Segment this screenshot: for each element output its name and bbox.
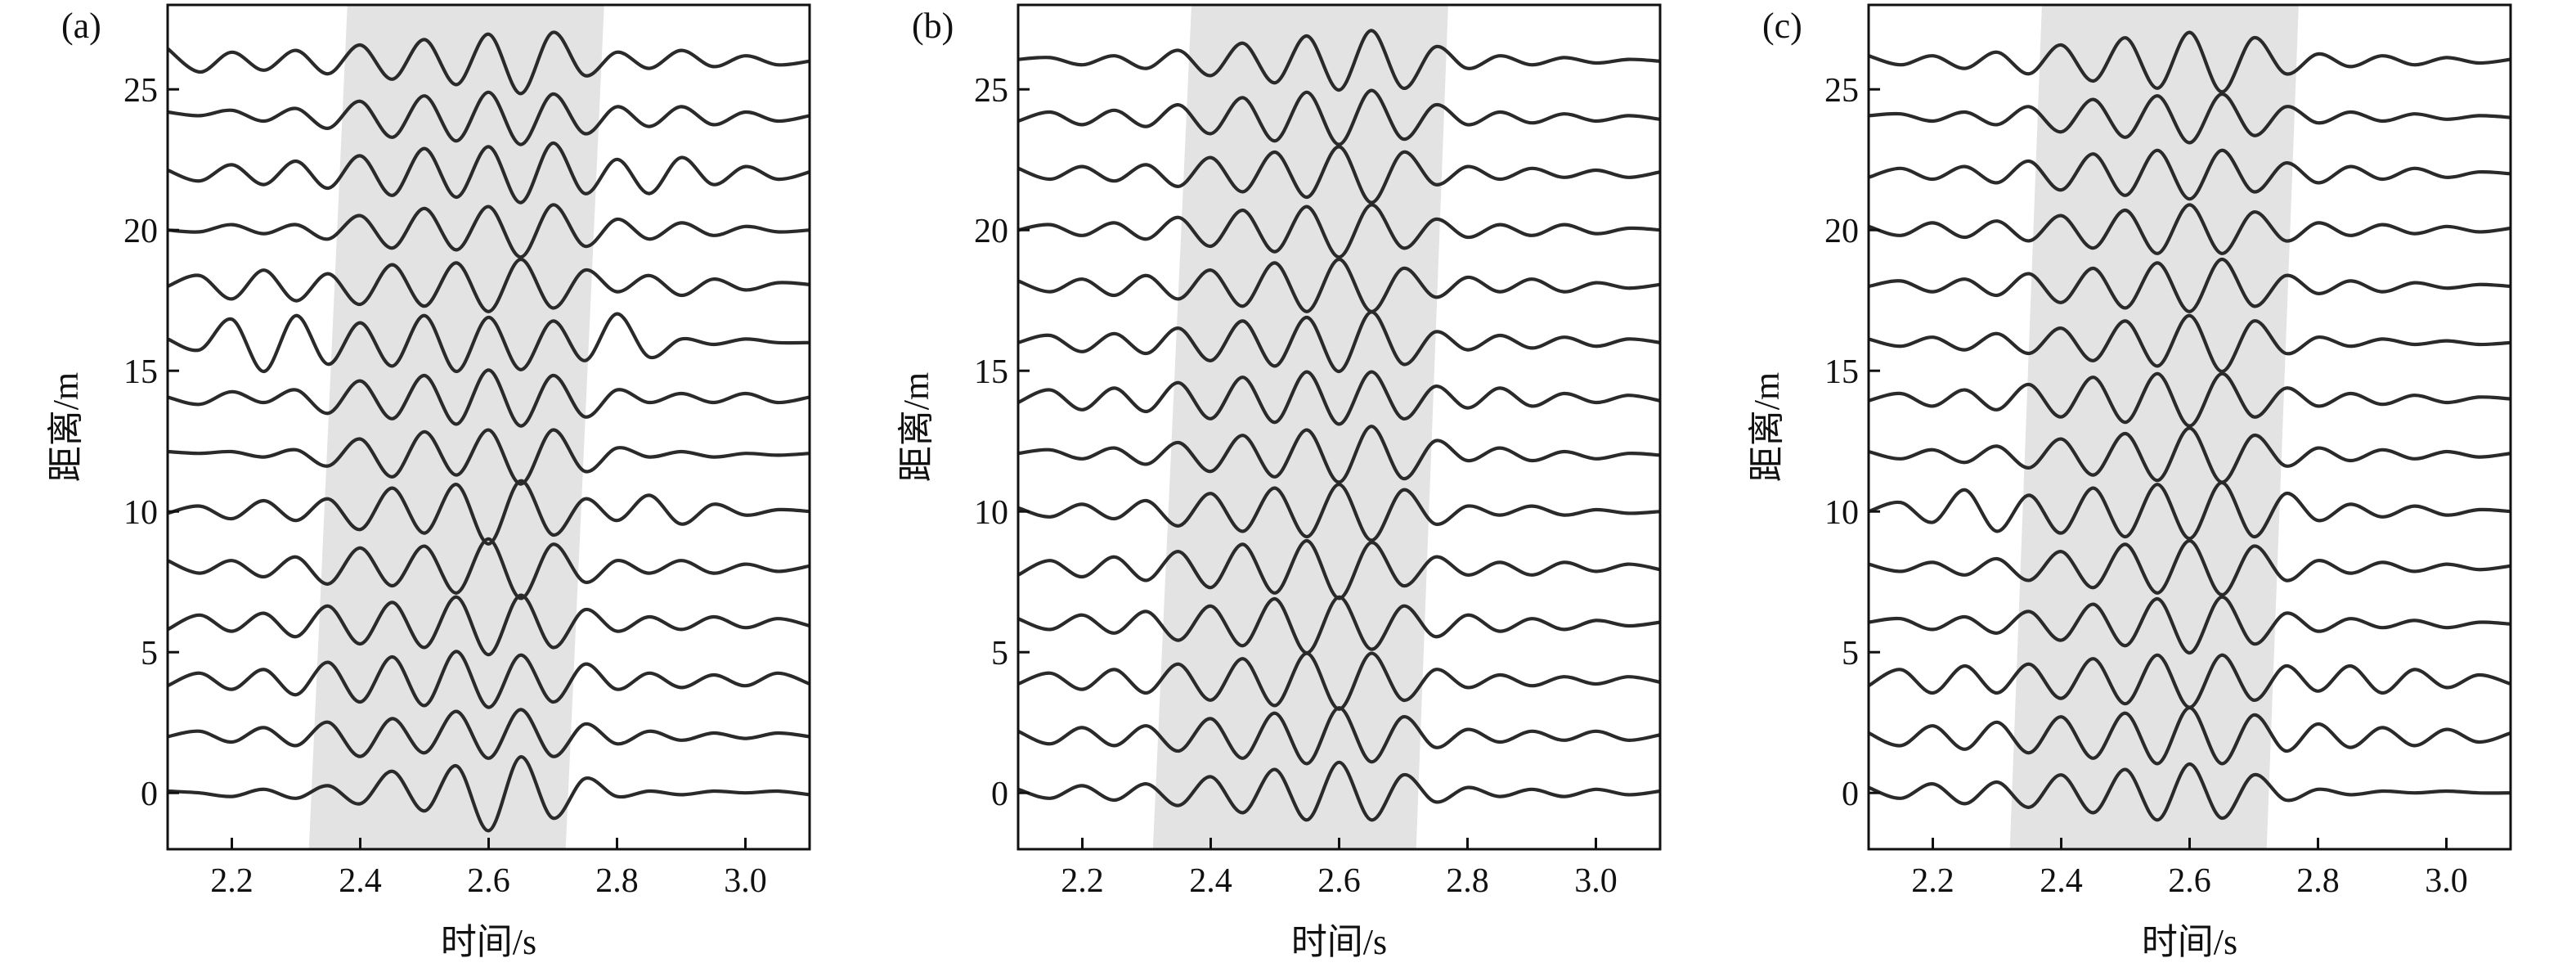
shaded-window: [1152, 5, 1448, 849]
trace-line: [1869, 426, 2511, 484]
x-tick-label: 2.2: [210, 862, 254, 900]
trace-line: [1018, 651, 1660, 711]
x-axis-label: 时间/s: [1291, 922, 1387, 962]
y-axis-label: 距离/m: [46, 372, 86, 482]
x-tick-label: 3.0: [724, 862, 767, 900]
y-tick-label: 10: [1824, 494, 1859, 532]
trace-line: [168, 593, 810, 657]
panel-label: (c): [1762, 6, 1802, 46]
trace-line: [1869, 203, 2511, 255]
y-tick-label: 10: [974, 494, 1008, 532]
y-tick-label: 5: [141, 635, 158, 672]
trace-line: [1018, 88, 1660, 146]
y-tick-label: 0: [141, 776, 158, 813]
x-tick-label: 2.8: [595, 862, 639, 900]
y-tick-label: 0: [1842, 776, 1859, 813]
plot-area: [1869, 5, 2511, 849]
chart-panel: 2.2 2.4 2.6 2.8 3.0 0 5 10 15 20 25 时间/s 距离/m (b): [896, 3, 1662, 962]
trace-line: [1869, 653, 2511, 709]
trace-line: [1869, 595, 2511, 655]
plot-area: [1018, 5, 1660, 849]
x-axis-label: 时间/s: [2142, 922, 2237, 962]
trace-line: [1018, 310, 1660, 374]
y-tick-label: 25: [1824, 72, 1859, 110]
trace-line: [1869, 480, 2511, 541]
trace-line: [1018, 203, 1660, 259]
trace-line: [1869, 762, 2511, 822]
y-tick-label: 15: [1824, 353, 1859, 391]
x-tick-label: 2.6: [467, 862, 510, 900]
shaded-window: [308, 5, 604, 849]
plot-area: [168, 5, 810, 849]
trace-line: [1869, 538, 2511, 597]
trace-line: [168, 203, 810, 259]
x-tick-label: 2.4: [2040, 862, 2083, 900]
trace-line: [1018, 483, 1660, 542]
x-tick-label: 2.6: [1317, 862, 1361, 900]
x-tick-label: 2.4: [339, 862, 382, 900]
y-tick-label: 20: [974, 213, 1008, 250]
trace-line: [1869, 313, 2511, 374]
trace-line: [168, 537, 810, 600]
y-tick-label: 15: [123, 353, 158, 391]
y-tick-label: 25: [123, 72, 158, 110]
trace-line: [168, 755, 810, 833]
trace-line: [168, 708, 810, 760]
trace-line: [1869, 706, 2511, 766]
trace-line: [1869, 257, 2511, 313]
y-tick-label: 25: [974, 72, 1008, 110]
y-tick-label: 0: [991, 776, 1008, 813]
trace-line: [1018, 29, 1660, 92]
panel-label: (a): [61, 6, 101, 46]
y-axis-label: 距离/m: [1747, 372, 1787, 482]
trace-line: [168, 650, 810, 709]
trace-line: [1018, 425, 1660, 484]
x-tick-label: 2.2: [1911, 862, 1954, 900]
x-tick-label: 2.6: [2168, 862, 2211, 900]
trace-line: [168, 257, 810, 313]
trace-line: [168, 368, 810, 428]
y-tick-label: 20: [123, 213, 158, 250]
chart-panel: 2.2 2.4 2.6 2.8 3.0 0 5 10 15 20 25 时间/s 距离/m (a): [46, 3, 811, 962]
x-tick-label: 2.8: [2296, 862, 2340, 900]
y-tick-label: 20: [1824, 213, 1859, 250]
trace-line: [1018, 760, 1660, 822]
trace-line: [1018, 145, 1660, 205]
trace-line: [168, 90, 810, 146]
trace-line: [168, 312, 810, 374]
trace-line: [1869, 30, 2511, 94]
panel-label: (b): [912, 6, 954, 46]
chart-panel: 2.2 2.4 2.6 2.8 3.0 0 5 10 15 20 25 时间/s 距离/m (c): [1747, 3, 2512, 962]
x-tick-label: 2.4: [1189, 862, 1232, 900]
x-axis-label: 时间/s: [441, 922, 536, 962]
trace-line: [1869, 371, 2511, 428]
trace-line: [1018, 538, 1660, 600]
trace-line: [168, 428, 810, 486]
y-tick-label: 10: [123, 494, 158, 532]
trace-line: [1018, 370, 1660, 426]
y-tick-label: 15: [974, 353, 1008, 391]
trace-line: [1869, 148, 2511, 201]
trace-line: [1018, 257, 1660, 313]
y-tick-label: 5: [991, 635, 1008, 672]
x-tick-label: 2.8: [1446, 862, 1489, 900]
trace-line: [168, 479, 810, 546]
trace-line: [168, 141, 810, 205]
shaded-window: [2009, 5, 2299, 849]
trace-line: [1869, 92, 2511, 145]
x-tick-label: 2.2: [1061, 862, 1104, 900]
x-tick-label: 3.0: [1574, 862, 1618, 900]
y-axis-label: 距离/m: [896, 372, 936, 482]
trace-line: [168, 30, 810, 96]
x-tick-label: 3.0: [2425, 862, 2468, 900]
y-tick-label: 5: [1842, 635, 1859, 672]
